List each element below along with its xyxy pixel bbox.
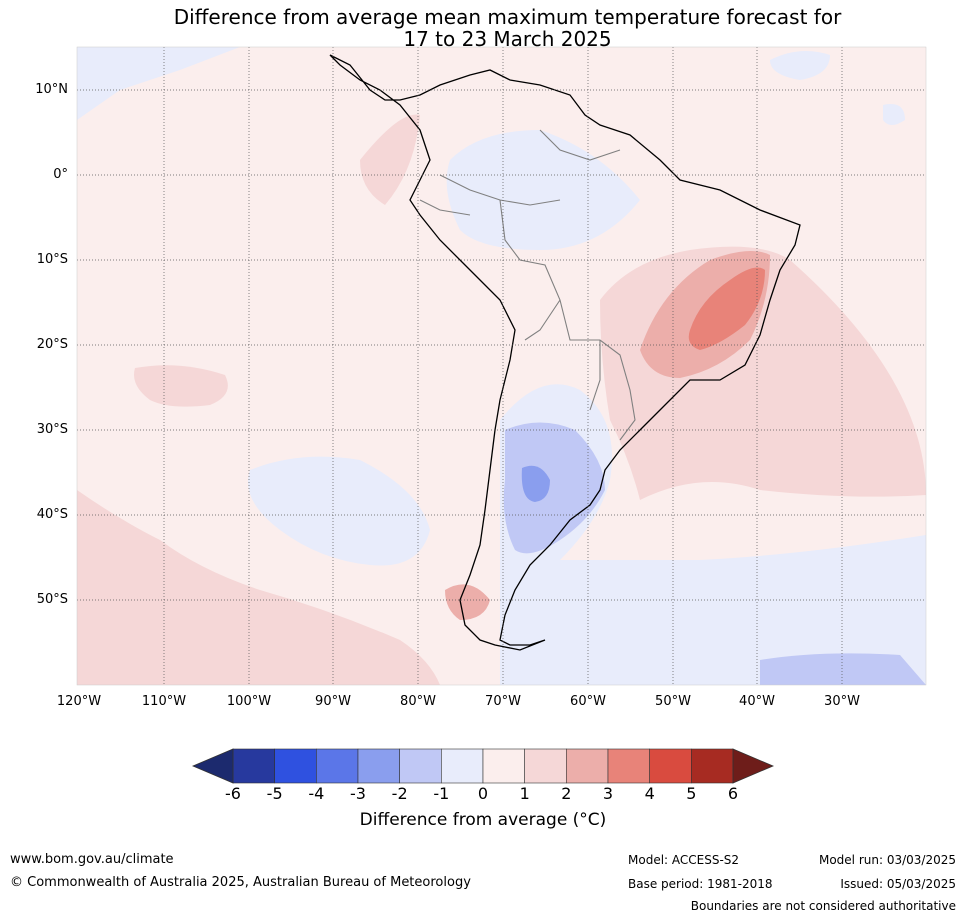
- cool-region-far-south: [760, 653, 926, 685]
- colorbar-cell: [316, 748, 359, 784]
- base-period: Base period: 1981-2018: [628, 877, 773, 891]
- cool-region-southwest-pacific: [248, 456, 430, 566]
- colorbar-cell: [232, 748, 275, 784]
- colorbar-cell: [274, 748, 317, 784]
- cool-region-small: [883, 104, 905, 125]
- colorbar-tick-label: -1: [433, 784, 450, 803]
- lon-label-120w: 120°W: [56, 694, 102, 709]
- gridlines: [77, 47, 926, 685]
- lon-label-110w: 110°W: [141, 694, 187, 709]
- map-frame: [76, 46, 927, 686]
- lat-label-40s: 40°S: [36, 507, 68, 522]
- colorbar-tick-label: -5: [266, 784, 283, 803]
- cool-region-north-atlantic: [770, 51, 830, 80]
- colorbar-tick-label: 2: [561, 784, 572, 803]
- model-run: Model run: 03/03/2025: [818, 853, 956, 867]
- warm-region-north-coast: [360, 114, 420, 205]
- lon-label-90w: 90°W: [315, 694, 351, 709]
- colorbar-tick-label: -2: [391, 784, 408, 803]
- map-title-line2: 17 to 23 March 2025: [403, 27, 612, 51]
- lat-label-20s: 20°S: [36, 337, 68, 352]
- lon-label-100w: 100°W: [226, 694, 272, 709]
- colorbar-over-arrow: [732, 748, 775, 784]
- warm-region-patagonia: [445, 584, 490, 620]
- lon-label-70w: 70°W: [485, 694, 521, 709]
- warm-region-brazil-core: [688, 267, 765, 350]
- country-borders: [419, 129, 636, 441]
- colorbar-tick-label: 1: [519, 784, 530, 803]
- issued-date: Issued: 05/03/2025: [840, 877, 956, 891]
- colorbar-tick-label: 6: [727, 784, 739, 803]
- cool-region-northwest: [77, 47, 240, 120]
- lat-label-50s: 50°S: [36, 592, 68, 607]
- cool-region-south-atlantic: [500, 535, 926, 685]
- south-america-outline: [329, 54, 801, 651]
- colorbar-tick-label: -6: [225, 784, 241, 803]
- colorbar-tick-label: 5: [686, 784, 697, 803]
- lon-label-30w: 30°W: [824, 694, 860, 709]
- colorbar-tick-label: 0: [477, 784, 489, 803]
- map-title-line1: Difference from average mean maximum tem…: [173, 5, 842, 29]
- lon-label-60w: 60°W: [570, 694, 606, 709]
- cool-region-argentina: [503, 422, 605, 554]
- colorbar-cell: [566, 748, 609, 784]
- colorbar-label: Difference from average (°C): [359, 810, 607, 830]
- warm-region-southwest: [77, 490, 440, 685]
- colorbar-under-arrow: [191, 748, 234, 784]
- colorbar-cell: [441, 748, 484, 784]
- copyright-text: © Commonwealth of Australia 2025, Austra…: [10, 875, 471, 890]
- website-link[interactable]: www.bom.gov.au/climate: [10, 852, 174, 867]
- lon-label-40w: 40°W: [739, 694, 775, 709]
- colorbar-cell: [357, 748, 400, 784]
- lon-label-50w: 50°W: [655, 694, 691, 709]
- colorbar-tick-label: 4: [644, 784, 655, 803]
- colorbar-cell: [649, 748, 692, 784]
- lat-label-30s: 30°S: [36, 422, 68, 437]
- colorbar-tick-label: -3: [350, 784, 366, 803]
- lat-label-0: 0°: [53, 167, 68, 182]
- lon-label-80w: 80°W: [400, 694, 436, 709]
- colorbar-cell: [607, 748, 650, 784]
- lat-label-10n: 10°N: [35, 82, 68, 97]
- cool-region-argentina-core: [521, 465, 550, 502]
- colorbar-tick-label: -4: [308, 784, 325, 803]
- model-name: Model: ACCESS-S2: [628, 853, 740, 867]
- colorbar-cell: [399, 748, 442, 784]
- colorbar-cell: [691, 748, 734, 784]
- colorbar-cell: [524, 748, 567, 784]
- colorbar-tick-label: 3: [602, 784, 614, 803]
- colorbar-cell: [482, 748, 525, 784]
- disclaimer: Boundaries are not considered authoritat…: [690, 899, 956, 913]
- lat-label-10s: 10°S: [36, 252, 68, 267]
- warm-region-pacific-patch: [134, 365, 228, 407]
